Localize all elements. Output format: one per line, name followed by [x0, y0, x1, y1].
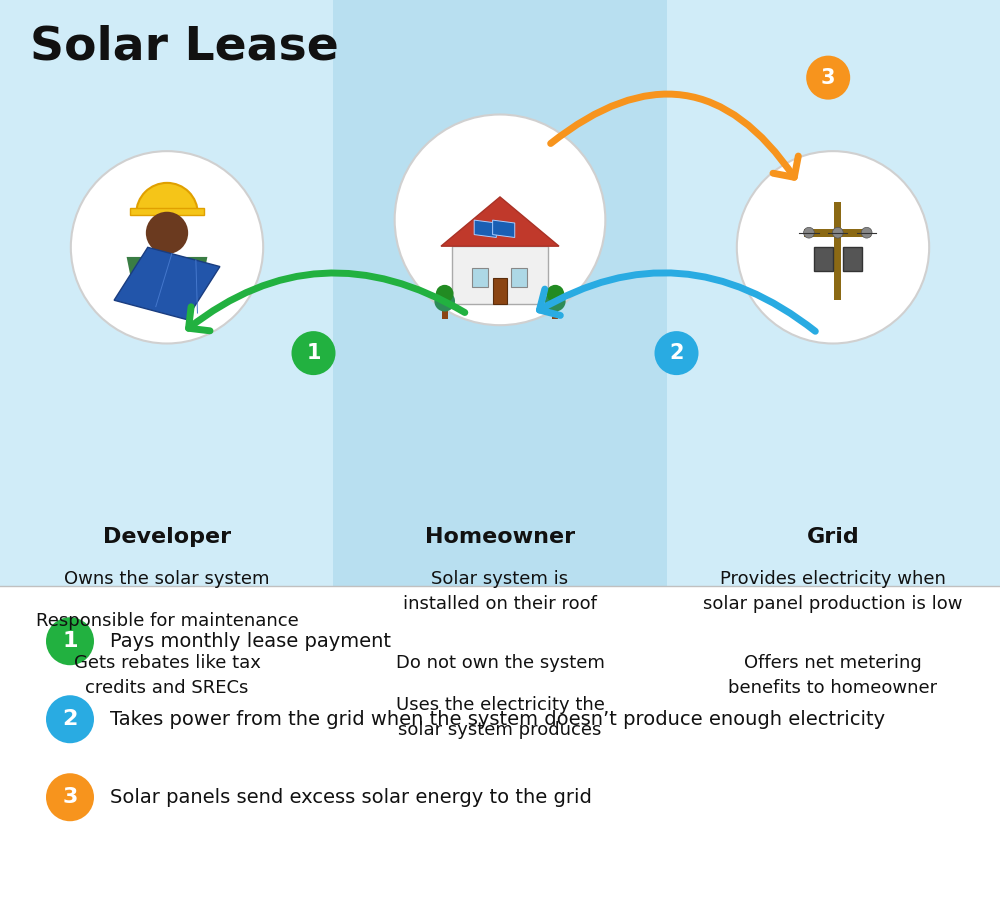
Circle shape [546, 285, 564, 302]
Polygon shape [474, 220, 496, 237]
Bar [493, 278, 507, 304]
Circle shape [832, 227, 843, 238]
Bar [814, 247, 833, 271]
Text: Takes power from the grid when the system doesn’t produce enough electricity: Takes power from the grid when the syste… [110, 710, 885, 729]
FancyArrowPatch shape [551, 94, 798, 178]
Text: 1: 1 [62, 631, 78, 651]
Polygon shape [333, 0, 667, 586]
Circle shape [46, 695, 94, 743]
Text: 2: 2 [669, 344, 684, 363]
Text: Provides electricity when
solar panel production is low: Provides electricity when solar panel pr… [703, 571, 963, 614]
Polygon shape [0, 0, 1000, 586]
Circle shape [861, 227, 872, 238]
Text: Offers net metering
benefits to homeowner: Offers net metering benefits to homeowne… [728, 654, 938, 697]
Polygon shape [127, 257, 207, 290]
Circle shape [434, 291, 455, 311]
Text: Owns the solar system: Owns the solar system [64, 571, 270, 588]
Circle shape [146, 212, 188, 254]
Circle shape [804, 227, 814, 238]
Circle shape [292, 331, 336, 376]
Bar [130, 208, 204, 214]
Text: 2: 2 [62, 709, 78, 729]
Polygon shape [493, 220, 515, 237]
Bar [511, 268, 527, 287]
Circle shape [806, 56, 850, 100]
FancyArrowPatch shape [539, 273, 815, 332]
FancyArrowPatch shape [189, 273, 465, 331]
Text: 1: 1 [306, 344, 321, 363]
Circle shape [545, 291, 566, 311]
Text: 3: 3 [62, 787, 78, 807]
Bar [804, 229, 871, 236]
Text: Responsible for maintenance: Responsible for maintenance [36, 612, 298, 630]
Text: Gets rebates like tax
credits and SRECs: Gets rebates like tax credits and SRECs [74, 654, 260, 697]
Circle shape [46, 773, 94, 822]
Bar [552, 304, 558, 319]
Text: Pays monthly lease payment: Pays monthly lease payment [110, 632, 391, 650]
Text: Developer: Developer [103, 528, 231, 547]
Text: Solar system is
installed on their roof: Solar system is installed on their roof [403, 571, 597, 614]
Bar [442, 304, 448, 319]
Bar [843, 247, 862, 271]
Text: Solar Lease: Solar Lease [30, 25, 339, 70]
Circle shape [395, 114, 605, 325]
Text: Solar panels send excess solar energy to the grid: Solar panels send excess solar energy to… [110, 788, 592, 807]
Text: Homeowner: Homeowner [425, 528, 575, 547]
Bar [472, 268, 488, 287]
Circle shape [737, 151, 929, 344]
Polygon shape [114, 247, 220, 320]
Text: Grid: Grid [807, 528, 859, 547]
Polygon shape [441, 197, 559, 246]
Text: 3: 3 [821, 68, 835, 88]
Circle shape [436, 285, 454, 302]
Circle shape [654, 331, 698, 376]
Circle shape [46, 617, 94, 665]
Text: Uses the electricity the
solar system produces: Uses the electricity the solar system pr… [396, 696, 604, 739]
Bar [834, 202, 841, 300]
Bar [452, 246, 548, 304]
Wedge shape [136, 183, 198, 213]
Circle shape [71, 151, 263, 344]
Text: Do not own the system: Do not own the system [396, 654, 604, 672]
